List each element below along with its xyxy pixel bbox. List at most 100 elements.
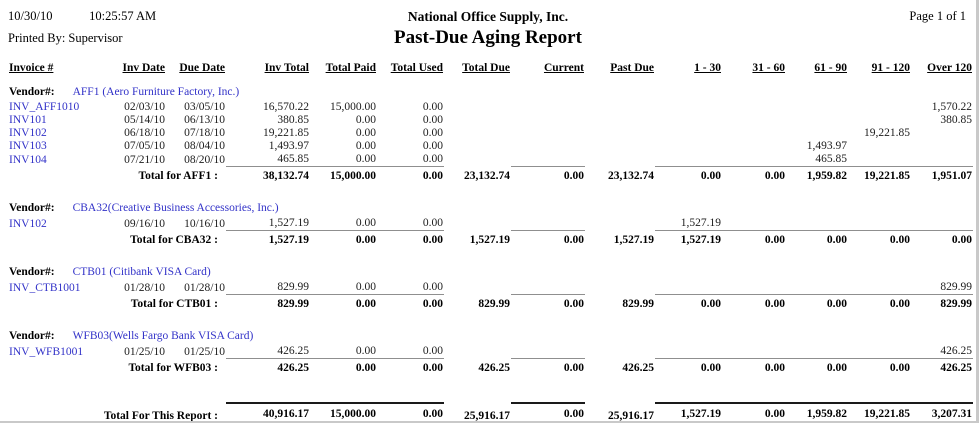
cell-b61_90 bbox=[786, 217, 848, 231]
col-header-4: Total Paid bbox=[325, 62, 376, 74]
total-cell-total_used: 0.00 bbox=[377, 294, 444, 315]
total-cell-total_due: 829.99 bbox=[478, 298, 510, 310]
cell-b1_30: 1,527.19 bbox=[680, 217, 721, 229]
total-cell-past_due: 829.99 bbox=[622, 298, 654, 310]
print-date: 10/30/10 bbox=[8, 9, 53, 23]
cell-inv_date: 01/25/10 bbox=[124, 345, 165, 358]
cell-past_due bbox=[585, 153, 655, 167]
col-header-6: Total Due bbox=[462, 62, 510, 74]
invoice-link[interactable]: INV_WFB1001 bbox=[9, 345, 84, 358]
cell-b31_60 bbox=[722, 345, 786, 359]
cell-total_paid: 0.00 bbox=[355, 153, 376, 165]
total-cell-total_used: 0.00 bbox=[377, 358, 444, 379]
cell-b91_120: 19,221.85 bbox=[864, 127, 910, 139]
vendor-name-link[interactable]: CBA32(Creative Business Accessories, Inc… bbox=[72, 202, 279, 214]
report-total-row: Total For This Report : 40,916.17 15,000.0… bbox=[8, 402, 973, 422]
cell-over_120: 380.85 bbox=[940, 114, 972, 126]
vendor-cell: Vendor#: WFB03(Wells Fargo Bank VISA Card… bbox=[8, 322, 973, 345]
total-cell-total_due: 426.25 bbox=[478, 362, 510, 374]
invoice-link[interactable]: INV104 bbox=[9, 153, 47, 166]
cell-over_120: 1,570.22 bbox=[931, 101, 972, 113]
total-cell-inv_total: 829.99 bbox=[226, 294, 310, 315]
cell-current bbox=[511, 140, 585, 153]
spacer-row bbox=[8, 379, 973, 386]
invoice-link[interactable]: INV_AFF1010 bbox=[9, 101, 80, 113]
cell-total_paid: 0.00 bbox=[355, 114, 376, 126]
spacer-cell bbox=[8, 379, 973, 386]
cell-total_paid: 0.00 bbox=[355, 127, 376, 139]
cell-due_date: 07/18/10 bbox=[184, 127, 225, 139]
cell-inv_total: 19,221.85 bbox=[263, 127, 309, 139]
page-indicator: Page 1 of 1 bbox=[909, 9, 966, 23]
invoice-row: INV_AFF1010 02/03/10 03/05/10 16,570.22 15,0… bbox=[8, 101, 973, 114]
cell-inv_date: 07/05/10 bbox=[124, 140, 165, 152]
cell-current bbox=[511, 127, 585, 140]
column-header-row: Invoice # Inv Date Due Date Inv Total Total … bbox=[8, 62, 973, 78]
spacer-cell bbox=[8, 251, 973, 258]
vendor-name-link[interactable]: AFF1 (Aero Furniture Factory, Inc.) bbox=[72, 86, 240, 98]
invoice-link[interactable]: INV102 bbox=[9, 217, 47, 230]
cell-past_due bbox=[585, 114, 655, 127]
cell-over_120: 829.99 bbox=[940, 281, 972, 293]
invoice-link[interactable]: INV102 bbox=[9, 127, 47, 139]
invoice-link[interactable]: INV101 bbox=[9, 114, 47, 126]
cell-current bbox=[511, 345, 585, 359]
cell-inv_date: 02/03/10 bbox=[124, 101, 165, 113]
report-total-label: Total For This Report : bbox=[103, 409, 218, 422]
cell-total_used: 0.00 bbox=[422, 140, 443, 152]
total-cell-b31_60: 0.00 bbox=[722, 166, 786, 187]
cell-total_paid: 0.00 bbox=[355, 140, 376, 152]
cell-inv_date: 09/16/10 bbox=[124, 217, 165, 230]
total-cell-current: 0.00 bbox=[511, 230, 585, 251]
cell-past_due bbox=[585, 345, 655, 359]
cell-inv_date: 05/14/10 bbox=[124, 114, 165, 126]
vendor-name-link[interactable]: WFB03(Wells Fargo Bank VISA Card) bbox=[72, 330, 254, 342]
col-header-12: 91 - 120 bbox=[871, 62, 910, 74]
cell-b61_90 bbox=[786, 114, 848, 127]
cell-over_120 bbox=[911, 127, 973, 140]
vendor-cell: Vendor#: AFF1 (Aero Furniture Factory, In… bbox=[8, 78, 973, 101]
cell-over_120 bbox=[911, 217, 973, 231]
cell-total_used: 0.00 bbox=[422, 153, 443, 165]
total-cell-b61_90: 1,959.82 bbox=[786, 166, 848, 187]
vendor-number-label: Vendor#: bbox=[9, 330, 55, 342]
vendor-total-row: Total for AFF1 :38,132.74 15,000.00 0.00 23… bbox=[8, 166, 973, 187]
vendor-row: Vendor#: CBA32(Creative Business Accessor… bbox=[8, 194, 973, 217]
cell-b91_120 bbox=[848, 345, 911, 359]
cell-over_120 bbox=[911, 153, 973, 167]
total-cell-current: 0.00 bbox=[511, 166, 585, 187]
cell-past_due bbox=[585, 217, 655, 231]
cell-b1_30 bbox=[655, 345, 722, 359]
total-cell-b91_120: 0.00 bbox=[848, 294, 911, 315]
total-cell-b31_60: 0.00 bbox=[722, 358, 786, 379]
vendor-row: Vendor#: AFF1 (Aero Furniture Factory, In… bbox=[8, 78, 973, 101]
vendor-total-label: Total for CBA32 : bbox=[130, 234, 218, 246]
cell-b1_30 bbox=[655, 114, 722, 127]
cell-current bbox=[511, 101, 585, 114]
total-cell-b31_60: 0.00 bbox=[722, 230, 786, 251]
spacer-cell bbox=[8, 386, 973, 403]
total-cell-total_paid: 15,000.00 bbox=[310, 166, 377, 187]
cell-due_date: 10/16/10 bbox=[184, 217, 225, 230]
cell-over_120: 426.25 bbox=[940, 345, 972, 357]
total-cell-over_120: 829.99 bbox=[911, 294, 973, 315]
total-cell-b91_120: 19,221.85 bbox=[848, 166, 911, 187]
spacer-row bbox=[8, 187, 973, 194]
cell-current bbox=[511, 281, 585, 295]
cell-due_date: 06/13/10 bbox=[184, 114, 225, 126]
cell-b61_90: 465.85 bbox=[815, 153, 847, 165]
invoice-link[interactable]: INV103 bbox=[9, 140, 47, 152]
cell-total_due bbox=[444, 127, 511, 140]
invoice-row: INV102 06/18/10 07/18/10 19,221.85 0.00 0.00 1… bbox=[8, 127, 973, 140]
cell-inv_total: 829.99 bbox=[277, 281, 309, 293]
invoice-link[interactable]: INV_CTB1001 bbox=[9, 281, 81, 294]
vendor-total-label: Total for AFF1 : bbox=[138, 170, 218, 182]
cell-b61_90 bbox=[786, 101, 848, 114]
total-cell-total_due: 23,132.74 bbox=[464, 170, 510, 182]
cell-inv_total: 1,527.19 bbox=[268, 217, 309, 229]
vendor-total-label: Total for WFB03 : bbox=[128, 362, 218, 374]
cell-b61_90: 1,493.97 bbox=[806, 140, 847, 152]
vendor-name-link[interactable]: CTB01 (Citibank VISA Card) bbox=[72, 266, 211, 278]
cell-b31_60 bbox=[722, 140, 786, 153]
